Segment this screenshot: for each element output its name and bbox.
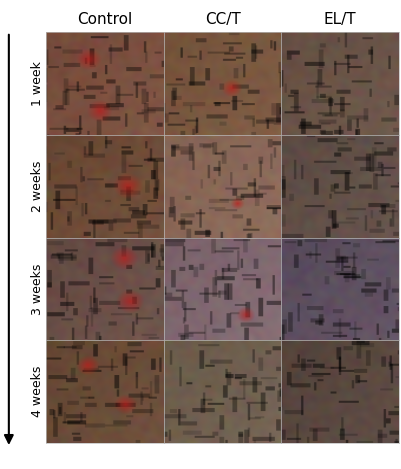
Text: Control: Control [77, 12, 132, 27]
Text: 1 week: 1 week [31, 61, 44, 106]
Text: 2 weeks: 2 weeks [31, 160, 44, 212]
Text: CC/T: CC/T [204, 12, 240, 27]
Text: 4 weeks: 4 weeks [31, 366, 44, 417]
Text: EL/T: EL/T [323, 12, 355, 27]
Text: 3 weeks: 3 weeks [31, 263, 44, 315]
